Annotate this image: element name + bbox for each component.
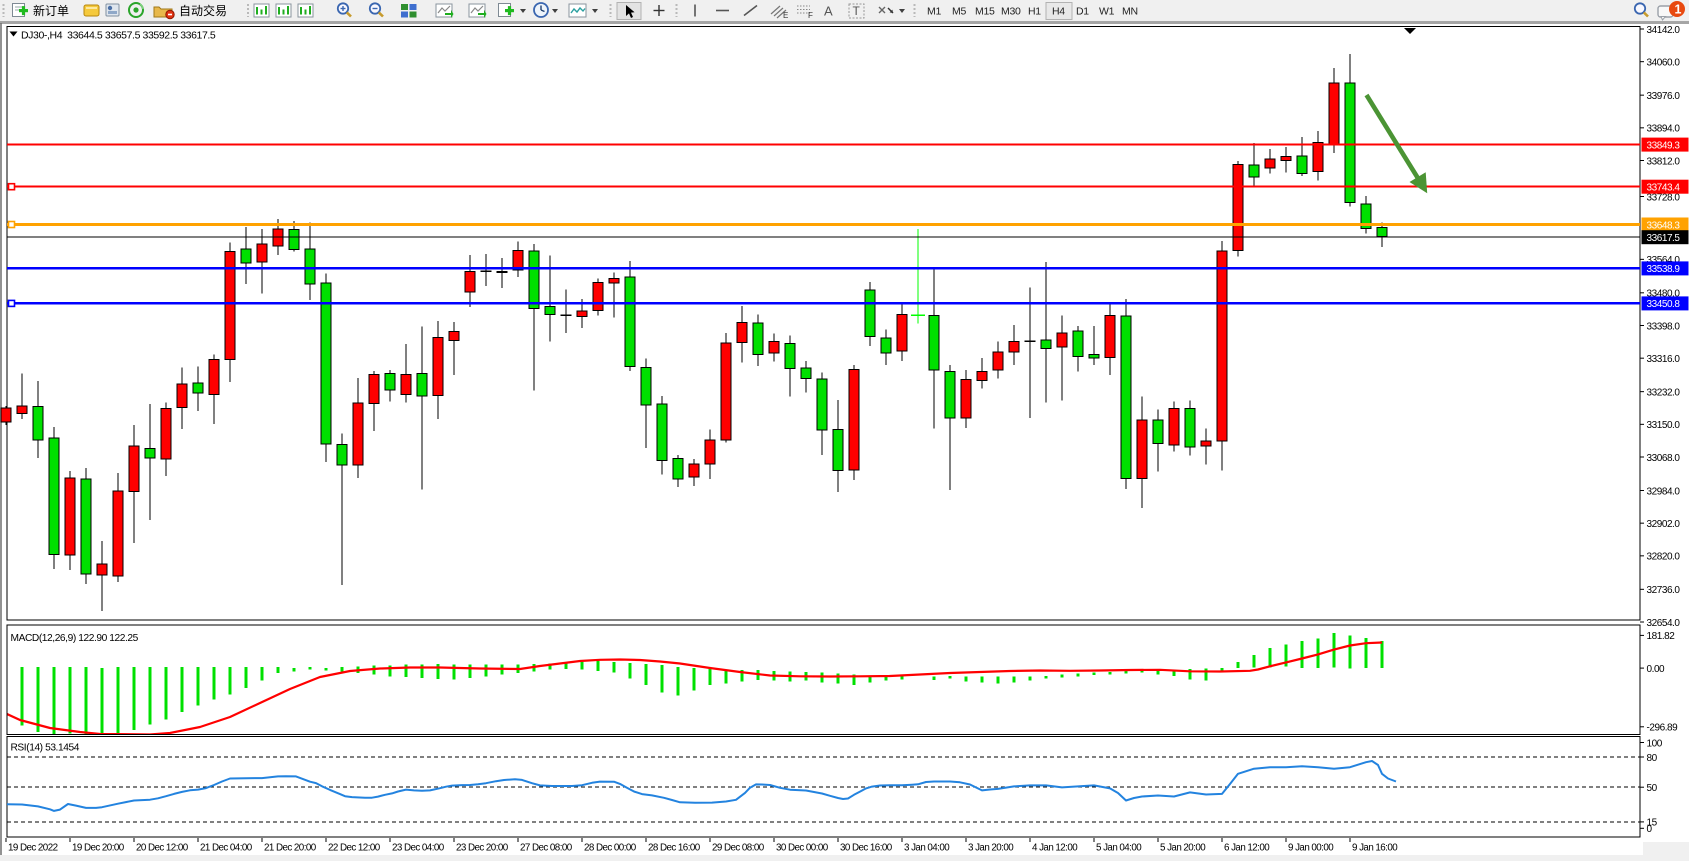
svg-text:5 Jan 20:00: 5 Jan 20:00 bbox=[1160, 842, 1206, 853]
svg-text:33316.0: 33316.0 bbox=[1647, 354, 1681, 365]
svg-text:33849.3: 33849.3 bbox=[1647, 140, 1681, 151]
svg-text:F: F bbox=[808, 11, 813, 20]
svg-text:34142.0: 34142.0 bbox=[1647, 25, 1681, 36]
svg-text:32820.0: 32820.0 bbox=[1647, 552, 1681, 563]
svg-text:-296.89: -296.89 bbox=[1647, 723, 1679, 734]
svg-text:0.00: 0.00 bbox=[1647, 664, 1666, 675]
svg-text:H1: H1 bbox=[1028, 5, 1041, 17]
svg-text:9 Jan 00:00: 9 Jan 00:00 bbox=[1288, 842, 1334, 853]
svg-text:22 Dec 12:00: 22 Dec 12:00 bbox=[328, 842, 381, 853]
svg-text:M1: M1 bbox=[927, 5, 941, 17]
svg-text:自动交易: 自动交易 bbox=[179, 3, 227, 18]
svg-text:19 Dec 2022: 19 Dec 2022 bbox=[8, 842, 58, 853]
svg-text:33976.0: 33976.0 bbox=[1647, 91, 1681, 102]
svg-text:50: 50 bbox=[1647, 783, 1658, 794]
svg-text:33743.4: 33743.4 bbox=[1647, 183, 1681, 194]
svg-text:33538.9: 33538.9 bbox=[1647, 264, 1681, 275]
svg-text:D1: D1 bbox=[1076, 5, 1089, 17]
svg-text:20 Dec 12:00: 20 Dec 12:00 bbox=[136, 842, 189, 853]
svg-text:33564.0: 33564.0 bbox=[1647, 255, 1681, 266]
svg-text:100: 100 bbox=[1647, 738, 1663, 749]
svg-text:H4: H4 bbox=[1052, 5, 1065, 17]
svg-text:MACD(12,26,9) 122.90 122.25: MACD(12,26,9) 122.90 122.25 bbox=[11, 633, 139, 644]
svg-text:RSI(14) 53.1454: RSI(14) 53.1454 bbox=[11, 743, 80, 754]
svg-text:80: 80 bbox=[1647, 753, 1658, 764]
svg-text:28 Dec 16:00: 28 Dec 16:00 bbox=[648, 842, 701, 853]
svg-text:21 Dec 04:00: 21 Dec 04:00 bbox=[200, 842, 253, 853]
svg-text:33480.0: 33480.0 bbox=[1647, 289, 1681, 300]
svg-text:A: A bbox=[824, 4, 833, 19]
svg-text:33398.0: 33398.0 bbox=[1647, 321, 1681, 332]
svg-text:MN: MN bbox=[1122, 5, 1138, 17]
svg-text:21 Dec 20:00: 21 Dec 20:00 bbox=[264, 842, 317, 853]
svg-text:1: 1 bbox=[1675, 3, 1682, 17]
svg-text:33617.5: 33617.5 bbox=[1647, 233, 1681, 244]
svg-text:0: 0 bbox=[1647, 824, 1653, 835]
svg-text:19 Dec 20:00: 19 Dec 20:00 bbox=[72, 842, 125, 853]
svg-text:4 Jan 12:00: 4 Jan 12:00 bbox=[1032, 842, 1078, 853]
svg-text:33728.0: 33728.0 bbox=[1647, 192, 1681, 203]
svg-text:33812.0: 33812.0 bbox=[1647, 156, 1681, 167]
svg-text:34060.0: 34060.0 bbox=[1647, 57, 1681, 68]
svg-text:33150.0: 33150.0 bbox=[1647, 420, 1681, 431]
svg-text:32984.0: 32984.0 bbox=[1647, 486, 1681, 497]
svg-text:23 Dec 20:00: 23 Dec 20:00 bbox=[456, 842, 509, 853]
svg-text:30 Dec 00:00: 30 Dec 00:00 bbox=[776, 842, 829, 853]
svg-text:32654.0: 32654.0 bbox=[1647, 618, 1681, 629]
svg-text:29 Dec 08:00: 29 Dec 08:00 bbox=[712, 842, 765, 853]
svg-text:32736.0: 32736.0 bbox=[1647, 585, 1681, 596]
svg-text:M15: M15 bbox=[975, 5, 995, 17]
svg-text:15: 15 bbox=[1647, 818, 1658, 829]
svg-text:E: E bbox=[783, 11, 788, 20]
svg-text:M30: M30 bbox=[1001, 5, 1021, 17]
svg-text:23 Dec 04:00: 23 Dec 04:00 bbox=[392, 842, 445, 853]
svg-text:33894.0: 33894.0 bbox=[1647, 124, 1681, 135]
svg-text:5 Jan 04:00: 5 Jan 04:00 bbox=[1096, 842, 1142, 853]
svg-text:DJ30-,H4 33644.5 33657.5 3359: DJ30-,H4 33644.5 33657.5 33592.5 33617.5 bbox=[21, 29, 216, 41]
svg-text:W1: W1 bbox=[1099, 5, 1115, 17]
svg-text:30 Dec 16:00: 30 Dec 16:00 bbox=[840, 842, 893, 853]
svg-text:3 Jan 04:00: 3 Jan 04:00 bbox=[904, 842, 950, 853]
svg-text:33450.8: 33450.8 bbox=[1647, 299, 1681, 310]
svg-text:27 Dec 08:00: 27 Dec 08:00 bbox=[520, 842, 573, 853]
svg-text:6 Jan 12:00: 6 Jan 12:00 bbox=[1224, 842, 1270, 853]
svg-text:9 Jan 16:00: 9 Jan 16:00 bbox=[1352, 842, 1398, 853]
svg-text:3 Jan 20:00: 3 Jan 20:00 bbox=[968, 842, 1014, 853]
svg-text:32902.0: 32902.0 bbox=[1647, 519, 1681, 530]
svg-text:33648.3: 33648.3 bbox=[1647, 220, 1681, 231]
svg-text:33068.0: 33068.0 bbox=[1647, 453, 1681, 464]
svg-text:新订单: 新订单 bbox=[33, 3, 69, 18]
svg-text:M5: M5 bbox=[952, 5, 966, 17]
svg-text:T: T bbox=[853, 4, 861, 18]
svg-text:181.82: 181.82 bbox=[1647, 631, 1676, 642]
svg-text:33232.0: 33232.0 bbox=[1647, 387, 1681, 398]
svg-text:28 Dec 00:00: 28 Dec 00:00 bbox=[584, 842, 637, 853]
